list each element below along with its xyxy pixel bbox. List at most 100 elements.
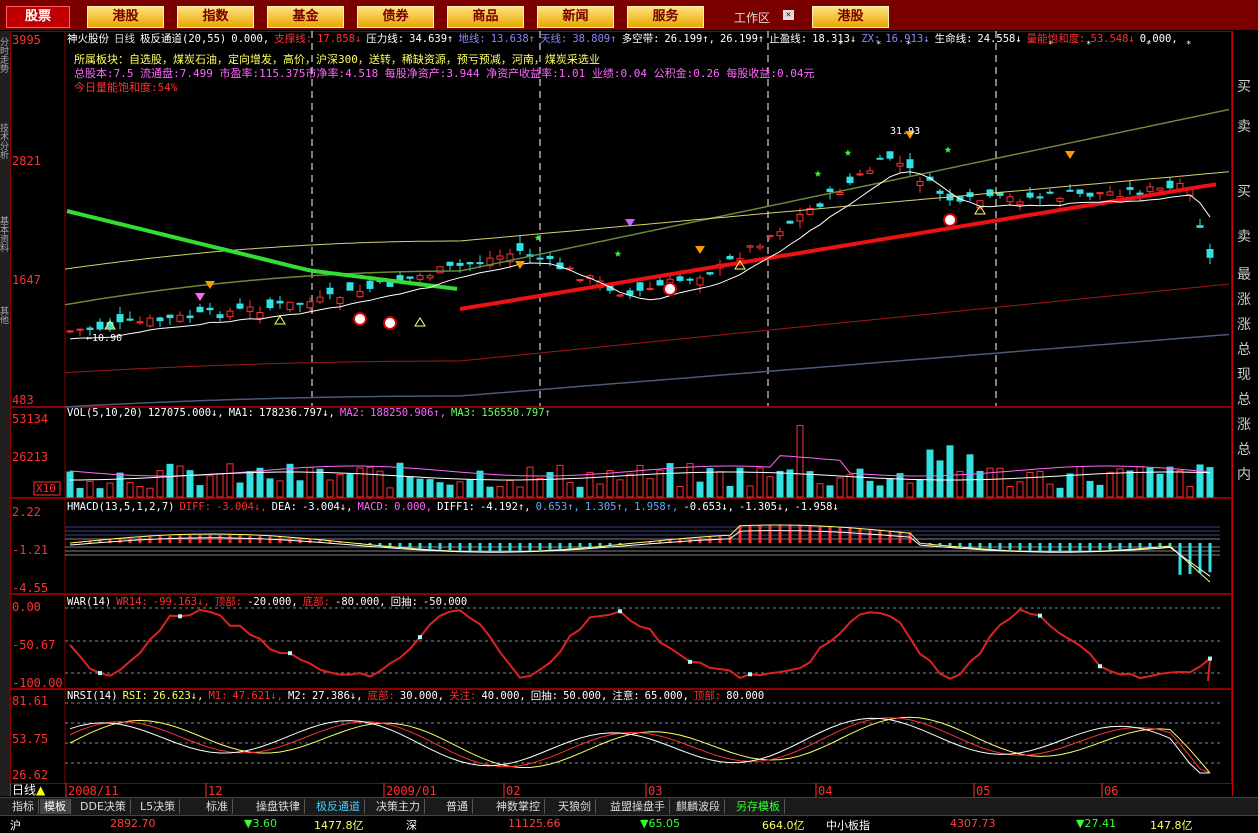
side-tab-technical[interactable]: 技术分析 <box>0 123 8 159</box>
template-tab[interactable]: 天狼剑 <box>554 799 596 814</box>
rsi-header-segment: M1: <box>208 690 227 702</box>
template-tab[interactable]: 麒麟波段 <box>672 799 725 814</box>
time-axis-label: 05 <box>976 784 990 797</box>
candle-body <box>116 314 124 323</box>
candle-body <box>276 300 284 304</box>
volume-bar <box>816 483 824 498</box>
volume-bar <box>316 468 324 498</box>
candle-body <box>346 282 354 291</box>
y-axis-tick: 483 <box>12 393 34 407</box>
stock-chart[interactable]: ★ ★ ★ ★ ★ * * * * * * * 3995 2821 1647 483 53134 26213 2.… <box>10 31 1232 797</box>
candle-body <box>646 288 654 291</box>
template-tab[interactable]: L5决策 <box>136 799 181 814</box>
template-tab[interactable]: 极反通道 <box>312 799 365 814</box>
news-button[interactable]: 新闻 <box>537 6 614 28</box>
rsi-line <box>69 716 1211 774</box>
index-button[interactable]: 指数 <box>177 6 254 28</box>
rsi-panel[interactable] <box>65 702 1220 774</box>
vol-header-segment: MA1: <box>229 407 254 419</box>
quote-field-label: 最 <box>1237 267 1251 283</box>
candle-body <box>626 290 634 296</box>
template-tab[interactable]: DDE决策 <box>76 799 131 814</box>
buy-signal-icon <box>414 317 426 327</box>
rsi-header-segment: NRSI(14) <box>67 690 118 702</box>
market-index-value: 11125.66 <box>508 817 561 830</box>
candle-body <box>486 257 494 267</box>
template-tab[interactable]: 操盘铁律 <box>252 799 305 814</box>
hk-stock-button[interactable]: 港股 <box>87 6 164 28</box>
rsi-header-segment: 27.386↓, <box>312 690 363 702</box>
rsi-header-segment: 50.000, <box>563 690 607 702</box>
candle-body <box>706 272 714 275</box>
main-header-segment: ZX: <box>861 33 880 45</box>
period-button[interactable]: 日线▲ <box>12 781 45 798</box>
stock-menu-button[interactable]: 股票 <box>6 6 70 28</box>
side-tab-timeshare[interactable]: 分时走势 <box>0 37 8 73</box>
template-tab[interactable]: 普通 <box>442 799 473 814</box>
market-index-value: ▼27.41 <box>1076 817 1116 830</box>
candle-body <box>796 213 804 222</box>
candle-body <box>756 245 764 249</box>
template-tab[interactable]: 益盟操盘手 <box>606 799 670 814</box>
template-tab[interactable]: 标准 <box>202 799 233 814</box>
candle-body <box>826 188 834 193</box>
y-axis-tick: -1.21 <box>12 543 48 557</box>
candle-body <box>1046 191 1054 194</box>
volume-bar <box>1166 466 1174 498</box>
bond-button[interactable]: 债券 <box>357 6 434 28</box>
volume-unit-box <box>33 481 61 496</box>
volume-bar <box>596 483 604 498</box>
macd-header-segment: -3.004↓, <box>302 501 353 513</box>
time-axis-label: 2008/11 <box>68 784 119 797</box>
template-tab[interactable]: 另存模板 <box>732 799 785 814</box>
template-tab[interactable]: 模板 <box>40 799 71 814</box>
war-panel[interactable] <box>65 607 1220 682</box>
template-tab[interactable]: 指标 <box>8 799 39 814</box>
volume-bar <box>446 484 454 498</box>
volume-bar <box>966 454 974 498</box>
y-axis-tick: 26.62 <box>12 768 48 782</box>
template-tab[interactable]: 神数掌控 <box>492 799 545 814</box>
vol-header-segment: MA3: <box>451 407 476 419</box>
volume-panel[interactable] <box>66 425 1214 498</box>
rsi-header-segment: 47.621↓, <box>232 690 283 702</box>
fundamental-info: 总股本:7.5 流通盘:7.499 市盈率:115.375市净率:4.518 每… <box>74 66 814 80</box>
template-tab[interactable]: 决策主力 <box>372 799 425 814</box>
lifeline-red <box>459 182 1217 311</box>
fund-button[interactable]: 基金 <box>267 6 344 28</box>
sell-signal-icon <box>195 293 205 301</box>
commodity-button[interactable]: 商品 <box>447 6 524 28</box>
volume-bar <box>1066 473 1074 498</box>
rsi-header-segment: 回抽: <box>531 689 558 702</box>
side-tab-other[interactable]: 其他 <box>0 306 8 324</box>
service-button[interactable]: 服务 <box>627 6 704 28</box>
volume-bar <box>216 473 224 498</box>
top-menu-bar: 股票 港股 指数 基金 债券 商品 新闻 服务 工作区 ✕ 港股 <box>0 0 1258 31</box>
sell-signal-icon <box>905 131 915 139</box>
volume-bar <box>1176 470 1184 498</box>
war-header-segment: -20.000, <box>247 596 298 608</box>
volume-bar <box>916 479 924 498</box>
candle-body <box>146 317 154 327</box>
volume-bar <box>1096 484 1104 498</box>
market-index-value: 4307.73 <box>950 817 996 830</box>
volume-bar <box>76 488 84 498</box>
hk-stock-button-right[interactable]: 港股 <box>812 6 889 28</box>
volume-bar <box>1186 485 1194 498</box>
candlestick-panel[interactable]: ★ ★ ★ ★ ★ * * * * * * * <box>64 40 1232 408</box>
candle-body <box>476 262 484 265</box>
macd-panel[interactable] <box>65 524 1220 583</box>
panel-frame <box>10 31 1232 407</box>
market-index-value: ▼3.60 <box>244 817 277 830</box>
candle-body <box>516 243 524 251</box>
market-index-value: 2892.70 <box>110 817 156 830</box>
quote-field-label: 内 <box>1237 467 1251 483</box>
workspace-label[interactable]: 工作区 <box>734 11 771 25</box>
volume-bar <box>546 472 554 498</box>
candle-body <box>216 314 224 319</box>
volume-bar <box>1196 464 1204 498</box>
side-tab-fundamentals[interactable]: 基本资料 <box>0 216 8 252</box>
candle-body <box>126 318 134 321</box>
workspace-close-icon[interactable]: ✕ <box>783 10 794 20</box>
quote-field-label: 卖 <box>1237 229 1251 245</box>
